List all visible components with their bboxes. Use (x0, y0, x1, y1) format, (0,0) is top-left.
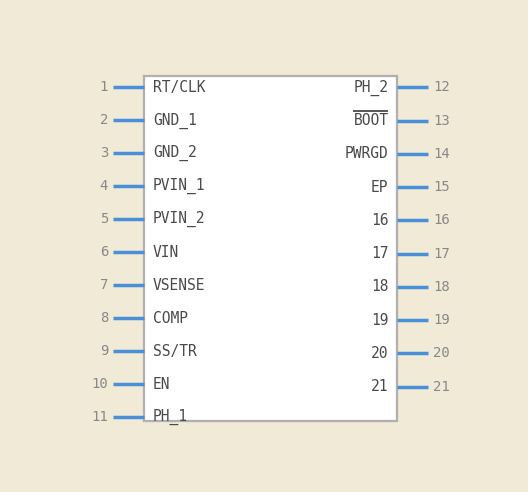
Text: 17: 17 (433, 246, 450, 261)
Text: 3: 3 (100, 147, 108, 160)
Text: 18: 18 (371, 279, 389, 295)
Text: PH_2: PH_2 (353, 79, 389, 95)
Text: 13: 13 (433, 114, 450, 128)
Text: 16: 16 (371, 213, 389, 228)
Text: EN: EN (153, 376, 170, 392)
Text: 21: 21 (433, 380, 450, 394)
Text: 10: 10 (91, 377, 108, 391)
Text: 17: 17 (371, 246, 389, 261)
Text: PH_1: PH_1 (153, 409, 188, 425)
Text: 21: 21 (371, 379, 389, 394)
Text: 20: 20 (433, 346, 450, 361)
Text: BOOT: BOOT (353, 113, 389, 128)
Text: GND_2: GND_2 (153, 145, 196, 161)
Text: 19: 19 (433, 313, 450, 327)
Text: 8: 8 (100, 311, 108, 325)
Text: 11: 11 (91, 410, 108, 424)
Text: 20: 20 (371, 346, 389, 361)
Text: PWRGD: PWRGD (345, 147, 389, 161)
Text: 5: 5 (100, 212, 108, 226)
Bar (144, 76, 398, 421)
Text: GND_1: GND_1 (153, 112, 196, 128)
Text: VIN: VIN (153, 245, 179, 260)
Text: COMP: COMP (153, 310, 188, 326)
Text: VSENSE: VSENSE (153, 277, 205, 293)
Text: PVIN_2: PVIN_2 (153, 211, 205, 227)
Text: 6: 6 (100, 245, 108, 259)
Text: RT/CLK: RT/CLK (153, 80, 205, 95)
Text: 9: 9 (100, 344, 108, 358)
Text: 16: 16 (433, 214, 450, 227)
Text: 19: 19 (371, 313, 389, 328)
Text: 14: 14 (433, 147, 450, 161)
Text: 4: 4 (100, 179, 108, 193)
Text: 2: 2 (100, 114, 108, 127)
Text: 18: 18 (433, 280, 450, 294)
Text: EP: EP (371, 180, 389, 195)
Text: 7: 7 (100, 278, 108, 292)
Text: 1: 1 (100, 81, 108, 94)
Text: 15: 15 (433, 180, 450, 194)
Text: SS/TR: SS/TR (153, 343, 196, 359)
Text: 12: 12 (433, 81, 450, 94)
Text: PVIN_1: PVIN_1 (153, 178, 205, 194)
